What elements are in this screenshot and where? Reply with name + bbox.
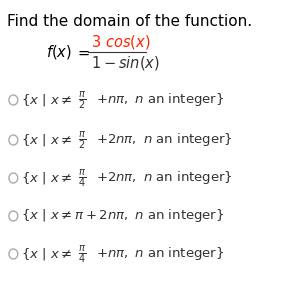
Text: $\mathit{3\ cos(x)}$: $\mathit{3\ cos(x)}$ xyxy=(91,33,150,51)
Text: $\frac{\pi}{4}$: $\frac{\pi}{4}$ xyxy=(78,167,87,189)
Text: Find the domain of the function.: Find the domain of the function. xyxy=(7,14,252,29)
Text: $\frac{\pi}{4}$: $\frac{\pi}{4}$ xyxy=(78,243,87,265)
Text: $\{x\ |\ x \neq $: $\{x\ |\ x \neq $ xyxy=(21,246,73,262)
Text: $+ 2n\pi,\ n$ an integer$\}$: $+ 2n\pi,\ n$ an integer$\}$ xyxy=(96,132,233,148)
Text: $\frac{\pi}{2}$: $\frac{\pi}{2}$ xyxy=(78,89,87,111)
Text: $f(x)$: $f(x)$ xyxy=(46,43,72,61)
Text: $\frac{\pi}{2}$: $\frac{\pi}{2}$ xyxy=(78,129,87,151)
Text: $\mathit{1 - sin(x)}$: $\mathit{1 - sin(x)}$ xyxy=(91,54,160,72)
Text: $\{x\ |\ x \neq \pi + 2n\pi,\ n$ an integer$\}$: $\{x\ |\ x \neq \pi + 2n\pi,\ n$ an inte… xyxy=(21,207,225,224)
Text: $+ n\pi,\ n$ an integer$\}$: $+ n\pi,\ n$ an integer$\}$ xyxy=(96,245,224,263)
Text: $+ n\pi,\ n$ an integer$\}$: $+ n\pi,\ n$ an integer$\}$ xyxy=(96,91,224,109)
Text: $+ 2n\pi,\ n$ an integer$\}$: $+ 2n\pi,\ n$ an integer$\}$ xyxy=(96,170,233,186)
Text: $\{x\ |\ x \neq $: $\{x\ |\ x \neq $ xyxy=(21,132,73,148)
Text: $\{x\ |\ x \neq $: $\{x\ |\ x \neq $ xyxy=(21,170,73,186)
Text: $\{x\ |\ x \neq $: $\{x\ |\ x \neq $ xyxy=(21,92,73,108)
Text: $=$: $=$ xyxy=(75,45,90,60)
